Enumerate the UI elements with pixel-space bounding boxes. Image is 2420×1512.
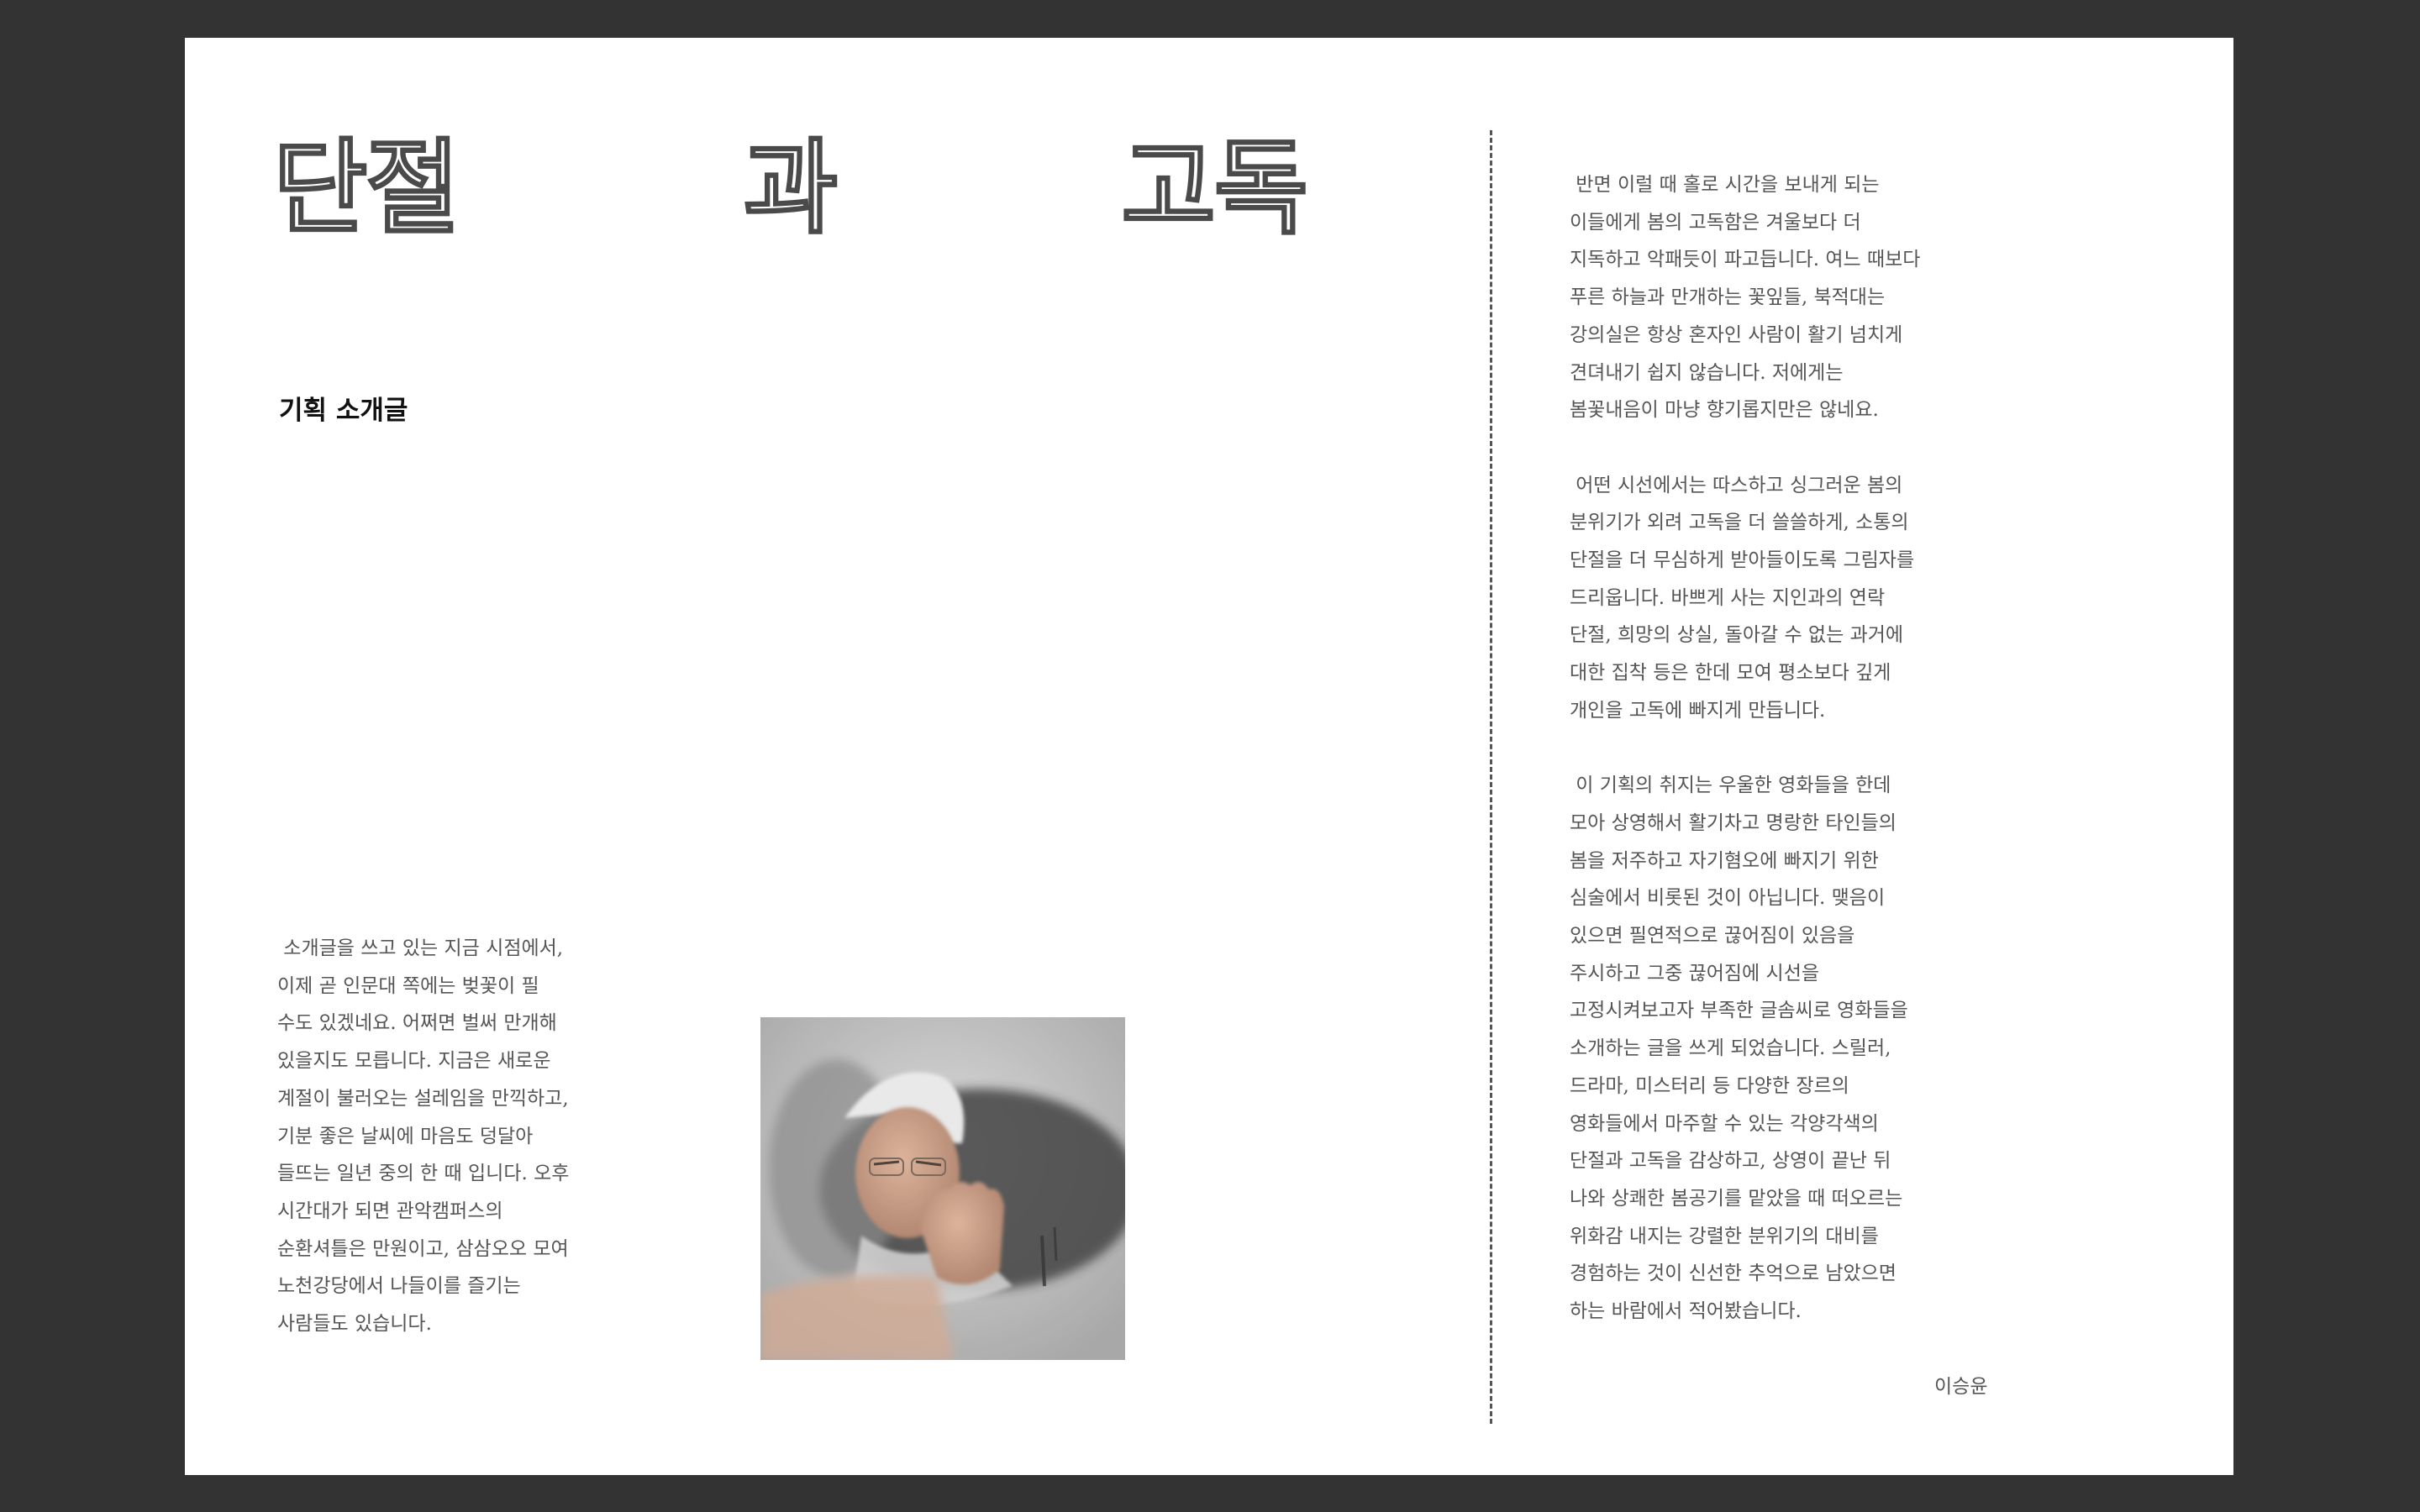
right-column: 반면 이럴 때 홀로 시간을 보내게 되는 이들에게 봄의 고독함은 겨울보다 …: [1570, 166, 1920, 1331]
intro-paragraph: 소개글을 쓰고 있는 지금 시점에서, 이제 곧 인문대 쪽에는 벚꽃이 필 수…: [277, 937, 570, 1336]
document-page: 단절 과 고독 기획 소개글 소개글을 쓰고 있는 지금 시점에서, 이제 곧 …: [185, 38, 2233, 1475]
section-heading: 기획 소개글: [279, 396, 408, 426]
right-paragraph-3: 이 기획의 취지는 우울한 영화들을 한데 모아 상영해서 활기차고 명랑한 타…: [1570, 774, 1908, 1323]
column-divider: [1490, 130, 1492, 1424]
right-paragraph-1: 반면 이럴 때 홀로 시간을 보내게 되는 이들에게 봄의 고독함은 겨울보다 …: [1570, 174, 1921, 422]
title-part-2: 과: [743, 129, 839, 248]
title-part-1: 단절: [272, 129, 461, 248]
film-still-image: [760, 1017, 1125, 1360]
page-title: 단절 과 고독: [272, 129, 1310, 248]
right-paragraph-2: 어떤 시선에서는 따스하고 싱그러운 봄의 분위기가 외려 고독을 더 쓸쓸하게…: [1570, 474, 1915, 722]
title-part-3: 고독: [1120, 129, 1309, 248]
author-signature: 이승윤: [1934, 1376, 1988, 1398]
